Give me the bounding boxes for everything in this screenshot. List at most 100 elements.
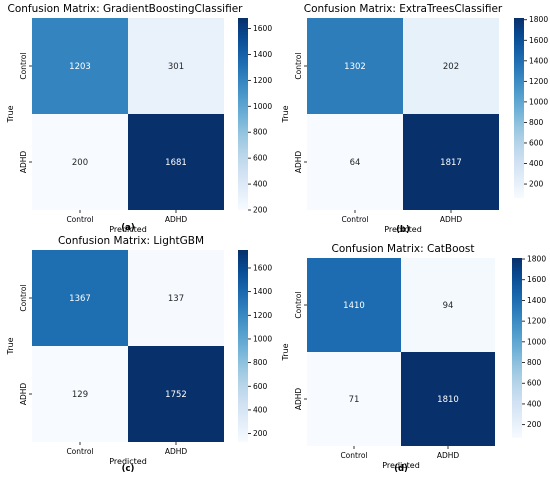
colorbar-tick-label: 1600 xyxy=(253,24,272,33)
y-tick-label: ADHD xyxy=(294,388,303,411)
x-tick-label: ADHD xyxy=(165,215,188,224)
heatmap-cell xyxy=(32,114,128,210)
panel-caption: (a) xyxy=(121,223,135,233)
cell-value-label: 1367 xyxy=(69,294,91,304)
cell-value-label: 200 xyxy=(72,158,88,168)
cell-value-label: 94 xyxy=(443,301,454,311)
chart-title: Confusion Matrix: CatBoost xyxy=(331,243,474,255)
colorbar-tick-label: 600 xyxy=(253,154,268,163)
y-tick-label: Control xyxy=(294,52,303,79)
colorbar-tick-label: 1400 xyxy=(253,287,272,296)
x-tick-label: ADHD xyxy=(165,447,188,456)
heatmap-cell xyxy=(403,18,499,114)
chart-title: Confusion Matrix: ExtraTreesClassifier xyxy=(304,3,503,15)
heatmap-cell xyxy=(401,258,495,352)
colorbar-tick-label: 200 xyxy=(529,180,544,189)
heatmap-cell xyxy=(401,352,495,446)
colorbar-tick-label: 1000 xyxy=(527,337,546,346)
heatmap-cell xyxy=(307,352,401,446)
cell-value-label: 1203 xyxy=(69,62,91,72)
colorbar-tick-label: 600 xyxy=(529,138,544,147)
colorbar-tick-label: 1600 xyxy=(529,36,548,45)
colorbar xyxy=(238,250,248,442)
cell-value-label: 1681 xyxy=(165,158,187,168)
colorbar-tick-label: 200 xyxy=(253,429,268,438)
x-axis-label: Predicted xyxy=(382,461,420,470)
panel-caption: (b) xyxy=(396,225,410,235)
y-axis-label: True xyxy=(6,105,15,123)
y-tick-label: ADHD xyxy=(19,151,28,174)
colorbar-tick-label: 1200 xyxy=(253,311,272,320)
colorbar xyxy=(512,258,522,438)
confusion-matrix-2: Confusion Matrix: ExtraTreesClassifier 13… xyxy=(281,3,548,235)
heatmap-cell xyxy=(128,18,224,114)
colorbar-tick-label: 800 xyxy=(253,358,268,367)
y-tick-label: ADHD xyxy=(19,383,28,406)
confusion-matrix-4: Confusion Matrix: CatBoost 1410 94 71 1810 Co… xyxy=(281,243,546,474)
heatmap-cell xyxy=(128,250,224,346)
cell-value-label: 64 xyxy=(350,158,361,168)
colorbar-tick-label: 1000 xyxy=(253,102,272,111)
cell-value-label: 301 xyxy=(168,62,184,72)
colorbar-tick-label: 800 xyxy=(527,358,542,367)
x-axis-label: Predicted xyxy=(384,225,422,234)
heatmap-cell xyxy=(128,346,224,442)
chart-title: Confusion Matrix: LightGBM xyxy=(58,235,204,247)
colorbar-tick-label: 800 xyxy=(529,118,544,127)
colorbar-tick-label: 1600 xyxy=(253,263,272,272)
confusion-matrix-3: Confusion Matrix: LightGBM 1367 137 129 1752… xyxy=(6,235,272,474)
heatmap-cell xyxy=(32,346,128,442)
x-axis-label: Predicted xyxy=(109,225,147,234)
y-tick-label: Control xyxy=(294,291,303,318)
x-tick-label: Control xyxy=(340,451,367,460)
colorbar-tick-label: 200 xyxy=(253,206,268,215)
heatmap-cell xyxy=(403,114,499,210)
cell-value-label: 1410 xyxy=(343,301,365,311)
colorbar xyxy=(514,18,524,198)
colorbar-tick-label: 600 xyxy=(527,379,542,388)
x-tick-label: ADHD xyxy=(437,451,460,460)
x-tick-label: ADHD xyxy=(440,215,463,224)
cell-value-label: 1817 xyxy=(440,158,462,168)
x-tick-label: Control xyxy=(66,447,93,456)
confusion-matrix-1: Confusion Matrix: GradientBoostingClassi… xyxy=(6,3,272,234)
cell-value-label: 1302 xyxy=(344,62,366,72)
colorbar-tick-label: 400 xyxy=(527,399,542,408)
colorbar-tick-label: 600 xyxy=(253,382,268,391)
colorbar-tick-label: 1600 xyxy=(527,275,546,284)
y-tick-label: ADHD xyxy=(294,151,303,174)
colorbar-tick-label: 400 xyxy=(529,159,544,168)
colorbar-tick-label: 1200 xyxy=(527,317,546,326)
panel-caption: (d) xyxy=(394,464,408,474)
colorbar-tick-label: 200 xyxy=(527,420,542,429)
colorbar-tick-label: 1000 xyxy=(529,97,548,106)
colorbar-tick-label: 1800 xyxy=(529,15,548,24)
colorbar-tick-label: 1800 xyxy=(527,255,546,264)
colorbar-tick-label: 1400 xyxy=(253,50,272,59)
x-axis-label: Predicted xyxy=(109,457,147,466)
y-axis-label: True xyxy=(6,337,15,355)
chart-title: Confusion Matrix: GradientBoostingClassi… xyxy=(7,3,243,15)
cell-value-label: 1810 xyxy=(437,395,459,405)
cell-value-label: 1752 xyxy=(165,390,187,400)
heatmap-cell xyxy=(32,18,128,114)
heatmap-cell xyxy=(32,250,128,346)
heatmap-cell xyxy=(307,114,403,210)
colorbar-tick-label: 1000 xyxy=(253,334,272,343)
cell-value-label: 202 xyxy=(443,62,459,72)
x-tick-label: Control xyxy=(66,215,93,224)
colorbar-tick-label: 400 xyxy=(253,405,268,414)
colorbar xyxy=(238,18,248,210)
heatmap-cell xyxy=(307,18,403,114)
colorbar-tick-label: 1200 xyxy=(253,76,272,85)
y-tick-label: Control xyxy=(19,284,28,311)
cell-value-label: 71 xyxy=(349,395,360,405)
colorbar-tick-label: 1400 xyxy=(529,56,548,65)
x-tick-label: Control xyxy=(341,215,368,224)
y-axis-label: True xyxy=(281,105,290,123)
colorbar-tick-label: 400 xyxy=(253,180,268,189)
y-tick-label: Control xyxy=(19,52,28,79)
colorbar-tick-label: 1200 xyxy=(529,77,548,86)
heatmap-cell xyxy=(128,114,224,210)
